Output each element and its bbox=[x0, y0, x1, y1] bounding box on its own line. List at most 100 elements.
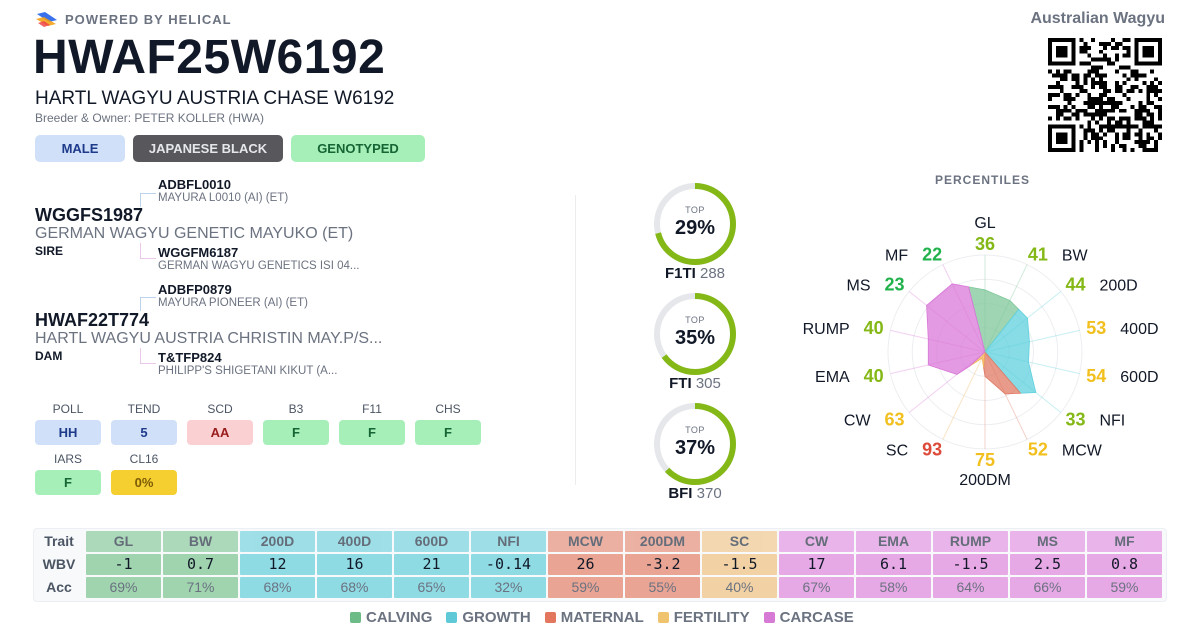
sex-badge: MALE bbox=[35, 135, 125, 162]
radar-area-growth bbox=[984, 308, 1037, 394]
radar-axis-label: MS bbox=[847, 278, 871, 295]
ring-percent: 29% bbox=[674, 217, 716, 239]
trait-wbv-cell: -1.5 bbox=[702, 554, 777, 575]
sire-label: SIRE bbox=[35, 244, 64, 258]
radar-axis-label: EMA bbox=[815, 369, 850, 386]
trait-acc-cell: 32% bbox=[471, 577, 546, 598]
radar-spoke bbox=[984, 264, 1028, 353]
genetic-test-chs: F bbox=[415, 420, 481, 445]
ring-percent: 37% bbox=[674, 437, 716, 459]
genetic-test-label: CHS bbox=[435, 402, 461, 416]
index-value: 288 bbox=[699, 265, 726, 282]
legend-item-calving: CALVING bbox=[350, 609, 432, 626]
breeder-owner: Breeder & Owner: PETER KOLLER (HWA) bbox=[35, 111, 264, 125]
index-value: 305 bbox=[695, 375, 721, 392]
trait-acc-cell: 55% bbox=[625, 577, 700, 598]
breed-badge: JAPANESE BLACK bbox=[133, 135, 283, 162]
genetic-test-label: CL16 bbox=[129, 452, 159, 466]
index-name: F1TI bbox=[664, 265, 696, 282]
trait-wbv-cell: 16 bbox=[317, 554, 392, 575]
qr-finder bbox=[1142, 45, 1155, 58]
legend-item-growth: GROWTH bbox=[446, 609, 531, 626]
radar-value: 44 bbox=[1065, 275, 1085, 295]
trait-wbv-cell: 6.1 bbox=[856, 554, 931, 575]
section-divider bbox=[575, 195, 576, 485]
dam-sire-name: MAYURA PIONEER (AI) (ET) bbox=[158, 297, 308, 309]
radar-spoke bbox=[890, 351, 986, 375]
qr-code[interactable] bbox=[1048, 38, 1162, 152]
radar-axis-label: SC bbox=[886, 442, 908, 459]
radar-grid-ring bbox=[911, 278, 1059, 426]
radar-value: 33 bbox=[1065, 409, 1085, 429]
trait-acc-cell: 67% bbox=[779, 577, 854, 598]
radar-axis-label: 600D bbox=[1120, 369, 1158, 386]
index-name: FTI bbox=[669, 375, 692, 392]
trait-trait-cell: NFI bbox=[471, 531, 546, 552]
trait-wbv-cell: 12 bbox=[240, 554, 315, 575]
genetic-test-label: TEND bbox=[127, 402, 161, 416]
trait-acc-cell: 65% bbox=[394, 577, 469, 598]
trait-trait-cell: MCW bbox=[548, 531, 623, 552]
legend-item-carcase: CARCASE bbox=[763, 609, 854, 626]
index-ring-f1ti: TOP 29% bbox=[653, 182, 737, 266]
radar-value: 40 bbox=[864, 366, 884, 386]
radar-axis-label: MF bbox=[885, 248, 908, 265]
radar-value: 52 bbox=[1028, 439, 1048, 459]
trait-trait-cell: MF bbox=[1087, 531, 1162, 552]
ring-gauge bbox=[654, 403, 736, 485]
pedigree-connector bbox=[140, 348, 156, 364]
trait-trait-cell: 600D bbox=[394, 531, 469, 552]
radar-value: 22 bbox=[922, 245, 942, 265]
trait-wbv-cell: -3.2 bbox=[625, 554, 700, 575]
radar-spoke bbox=[890, 329, 986, 353]
radar-axis-label: CW bbox=[844, 412, 872, 429]
sire-dam-name: GERMAN WAGYU GENETICS ISI 04... bbox=[158, 260, 360, 272]
pedigree-connector bbox=[140, 193, 156, 207]
trait-acc-cell: 68% bbox=[317, 577, 392, 598]
qr-finder bbox=[1055, 132, 1068, 145]
sire-id[interactable]: WGGFS1987 bbox=[35, 205, 144, 225]
trait-acc-cell: 68% bbox=[240, 577, 315, 598]
qr-finder bbox=[1055, 45, 1068, 58]
radar-spoke bbox=[984, 351, 1062, 413]
dam-id[interactable]: HWAF22T774 bbox=[35, 310, 150, 330]
genotyped-badge: GENOTYPED bbox=[291, 135, 425, 162]
trait-wbv-cell: -1 bbox=[86, 554, 161, 575]
index-caption: BFI 370 bbox=[640, 485, 750, 502]
legend-swatch bbox=[446, 612, 458, 623]
powered-by-text: POWERED BY HELICAL bbox=[65, 11, 232, 27]
sire-sire-name: MAYURA L0010 (AI) (ET) bbox=[158, 192, 289, 204]
radar-spoke bbox=[984, 351, 1028, 440]
genetic-test-label: F11 bbox=[362, 402, 382, 416]
ring-top-label: TOP bbox=[685, 425, 705, 435]
dam-sire-id: ADBFP0879 bbox=[158, 282, 232, 297]
dam-label: DAM bbox=[35, 349, 63, 363]
genetic-test-label: POLL bbox=[52, 402, 84, 416]
ring-gauge bbox=[654, 293, 736, 375]
animal-id: HWAF25W6192 bbox=[33, 31, 386, 84]
trait-trait-cell: 200D bbox=[240, 531, 315, 552]
legend-label: CARCASE bbox=[779, 609, 854, 626]
radar-spoke bbox=[984, 329, 1080, 353]
trait-wbv-cell: -0.14 bbox=[471, 554, 546, 575]
radar-spoke bbox=[942, 351, 986, 440]
legend-label: GROWTH bbox=[462, 609, 531, 626]
percentile-radar-chart: 36 GL 41 BW 44 200D 53 400D 54 600D 33 NFI 52 MCW 75 20… bbox=[803, 215, 1159, 489]
genetic-test-label: IARS bbox=[53, 452, 82, 466]
radar-value: 93 bbox=[922, 439, 942, 459]
ring-gauge bbox=[654, 183, 736, 265]
trait-acc-cell: 66% bbox=[1010, 577, 1085, 598]
index-caption: FTI 305 bbox=[640, 375, 750, 392]
trait-acc-cell: 58% bbox=[856, 577, 931, 598]
radar-value: 41 bbox=[1028, 245, 1048, 265]
radar-axis-label: 200D bbox=[1099, 278, 1137, 295]
trait-acc-cell: 69% bbox=[86, 577, 161, 598]
trait-trait-cell: GL bbox=[86, 531, 161, 552]
genetic-test-cl16: 0% bbox=[111, 470, 177, 495]
trait-wbv-cell: 2.5 bbox=[1010, 554, 1085, 575]
dam-dam-id: T&TFP824 bbox=[158, 350, 222, 365]
radar-axis-label: RUMP bbox=[803, 321, 850, 338]
radar-spoke bbox=[984, 351, 1080, 375]
helical-logo-icon bbox=[36, 12, 57, 27]
percentiles-title: PERCENTILES bbox=[935, 173, 1031, 187]
